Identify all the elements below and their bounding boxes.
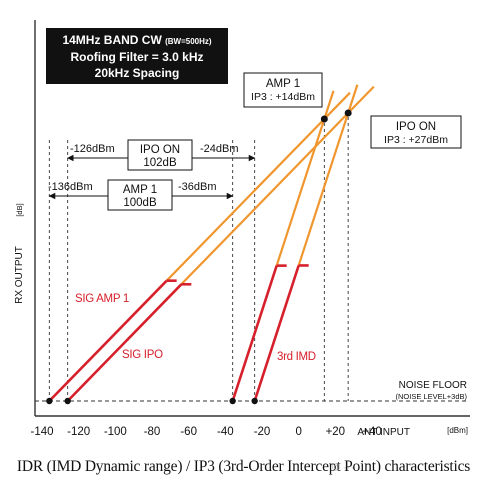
x-tick-label: -20: [254, 426, 271, 438]
signal-line: [66, 283, 183, 402]
noise-floor-label: NOISE FLOOR: [399, 380, 467, 391]
x-tick-label: -80: [144, 426, 161, 438]
x-axis-label: ANT INPUT: [357, 427, 410, 438]
series-label-sig-ipo: SIG IPO: [122, 349, 163, 361]
range-label-value: 102dB: [143, 157, 177, 169]
range-label-box: [107, 179, 173, 211]
series-label-3rd-imd: 3rd IMD: [277, 351, 316, 363]
extrapolation-line: [180, 85, 375, 286]
x-tick-label: 0: [295, 426, 301, 438]
x-tick-label: -40: [217, 426, 234, 438]
signal-line: [48, 279, 168, 402]
range-label-box: [127, 139, 193, 171]
start-point: [64, 397, 71, 405]
x-tick-label: -120: [67, 426, 90, 438]
intercept-label-value: IP3 : +14dBm: [251, 91, 315, 103]
title-box-bg: [46, 28, 228, 84]
figure-caption: IDR (IMD Dynamic range) / IP3 (3rd-Order…: [16, 458, 471, 475]
range-right-label: -24dBm: [200, 143, 239, 155]
title-line-3: 20kHz Spacing: [95, 66, 180, 80]
signal-line: [253, 265, 300, 402]
title-line-1-small: (BW=500Hz): [165, 37, 212, 46]
range-left-label: -136dBm: [48, 181, 93, 193]
x-tick-label: -100: [104, 426, 127, 438]
intercept-label-name: IPO ON: [396, 121, 436, 133]
noise-floor: NOISE FLOOR(NOISE LEVEL+3dB): [35, 380, 468, 402]
title-line-2: Roofing Filter = 3.0 kHz: [70, 50, 203, 64]
signal-line: [231, 265, 278, 402]
intercept-point: [344, 109, 352, 117]
intercept-label-box: [370, 115, 462, 149]
intercept-label-value: IP3 : +27dBm: [384, 134, 448, 146]
title-box: 14MHz BAND CW (BW=500Hz) Roofing Filter =…: [46, 28, 228, 84]
start-point: [46, 397, 53, 405]
x-tick-label: +20: [326, 426, 346, 438]
x-tick-label: -140: [30, 426, 53, 438]
start-point: [251, 397, 258, 405]
range-label-name: AMP 1: [123, 184, 157, 196]
noise-floor-sublabel: (NOISE LEVEL+3dB): [396, 392, 468, 401]
y-axis-unit: [dB]: [15, 203, 24, 216]
x-tick-label: +40: [362, 426, 382, 438]
intercept-label-name: AMP 1: [266, 78, 300, 90]
y-axis-label: RX OUTPUT: [14, 246, 25, 304]
guides: [48, 117, 349, 401]
start-point: [229, 397, 236, 405]
range-right-label: -36dBm: [178, 181, 217, 193]
intercept-label-box: [243, 72, 323, 108]
x-tick-label: -60: [180, 426, 197, 438]
series-label-sig-amp1: SIG AMP 1: [75, 293, 129, 305]
intercept-point: [320, 115, 328, 123]
title-line-1: 14MHz BAND CW (BW=500Hz): [62, 33, 211, 47]
watermark: © ···: [332, 462, 355, 474]
extrapolation-line: [165, 91, 351, 282]
range-label-value: 100dB: [123, 197, 157, 209]
range-left-label: -126dBm: [70, 143, 115, 155]
series-lines: SIG AMP 1 SIG IPO 3rd IMD: [46, 84, 375, 405]
range-label-name: IPO ON: [140, 144, 180, 156]
x-axis-unit: [dBm]: [447, 426, 468, 435]
